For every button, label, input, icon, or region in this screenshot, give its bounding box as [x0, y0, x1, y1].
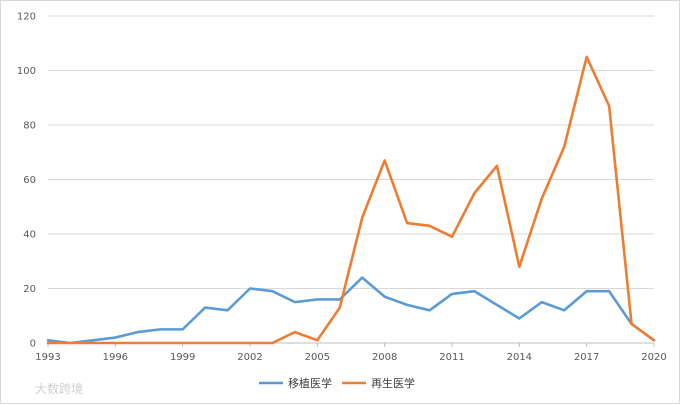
x-tick-label: 2002 — [237, 352, 262, 363]
series-line-1 — [46, 276, 656, 345]
y-tick-label: 60 — [23, 175, 36, 186]
gridlines — [48, 15, 654, 344]
x-tick-label: 2011 — [439, 352, 464, 363]
y-axis-tick-labels: 0 20 40 60 80 100 120 — [17, 12, 36, 350]
legend: 移植医学 再生医学 — [259, 376, 415, 390]
y-tick-label: 40 — [23, 230, 36, 241]
y-tick-label: 100 — [17, 66, 36, 77]
x-tick-label: 2008 — [372, 352, 397, 363]
x-tick-label: 2005 — [305, 352, 330, 363]
watermark: 大数跨境 — [35, 381, 83, 396]
x-tick-label: 1993 — [35, 352, 60, 363]
x-axis-tick-labels: 1993 1996 1999 2002 2005 2008 2011 2014 2017 2020 — [35, 343, 667, 363]
legend-label: 移植医学 — [288, 376, 332, 390]
x-tick-label: 2017 — [574, 352, 599, 363]
x-tick-label: 2014 — [507, 352, 532, 363]
watermark-text: 大数跨境 — [35, 381, 83, 396]
series-lines — [46, 55, 656, 345]
y-tick-label: 0 — [30, 339, 36, 350]
x-tick-label: 2020 — [641, 352, 666, 363]
x-tick-label: 1996 — [103, 352, 128, 363]
legend-label: 再生医学 — [371, 376, 415, 390]
y-tick-label: 120 — [17, 12, 36, 23]
x-tick-label: 1999 — [170, 352, 195, 363]
y-tick-label: 80 — [23, 121, 36, 132]
series-line-2 — [46, 55, 656, 345]
y-tick-label: 20 — [23, 284, 36, 295]
